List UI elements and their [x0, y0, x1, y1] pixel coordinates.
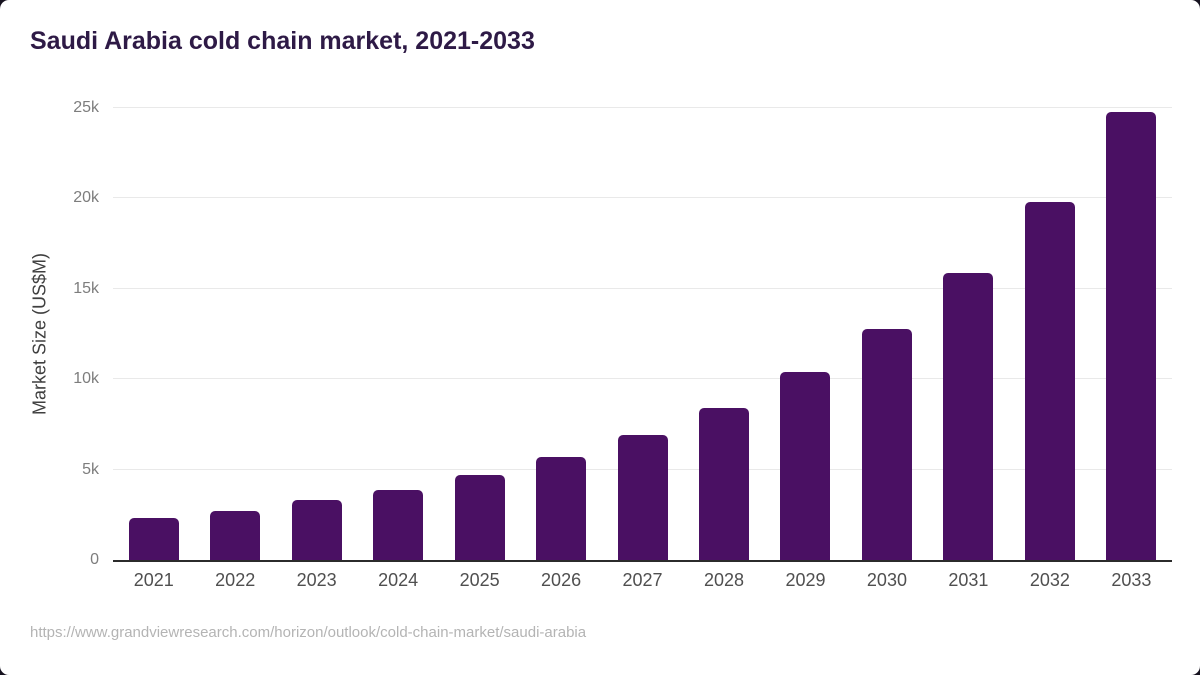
gridline: [113, 107, 1172, 108]
x-tick-label: 2033: [1111, 570, 1152, 590]
y-tick-label: 25k: [73, 99, 99, 116]
x-tick-label: 2029: [785, 570, 826, 590]
y-tick-label: 20k: [73, 189, 99, 207]
page-title: Saudi Arabia cold chain market, 2021-203…: [30, 27, 535, 55]
x-tick-label: 2030: [866, 570, 907, 590]
bar-slot: [602, 108, 683, 560]
bar-slot: [1009, 108, 1090, 560]
bar-2024[interactable]: [373, 489, 424, 560]
y-tick-label: 5k: [82, 460, 99, 478]
bar-slot: [1091, 108, 1172, 560]
y-tick-label: 10k: [73, 370, 99, 388]
x-tick-label: 2031: [948, 570, 989, 590]
x-tick-label: 2032: [1029, 570, 1070, 590]
bar-slot: [194, 108, 275, 560]
bar-2023[interactable]: [291, 500, 342, 560]
bar-2026[interactable]: [536, 456, 587, 560]
bar-2028[interactable]: [699, 408, 750, 560]
bar-2027[interactable]: [617, 435, 668, 560]
x-tick-label: 2028: [703, 570, 745, 590]
x-tick-label: 2021: [133, 570, 174, 590]
bar-slot: [113, 108, 194, 560]
bar-2032[interactable]: [1024, 202, 1075, 560]
bar-slot: [928, 108, 1009, 560]
y-tick-label: 15k: [73, 279, 99, 297]
bar-slot: [276, 108, 357, 560]
gridline: [113, 287, 1172, 289]
bar-2030[interactable]: [861, 328, 912, 560]
chart-plot-area: [113, 107, 1172, 562]
source-url: https://www.grandviewresearch.com/horizo…: [30, 624, 587, 641]
bar-series: [113, 108, 1172, 560]
x-tick-label: 2023: [296, 570, 337, 590]
x-axis-tick-labels: 2021 2022 2023 2024 2025 2026 2027 2028 2029 2030…: [113, 570, 1172, 591]
x-tick-label: 2024: [378, 570, 419, 590]
bar-2021[interactable]: [128, 518, 179, 560]
y-tick-label: 0: [90, 551, 99, 568]
bar-2033[interactable]: [1106, 111, 1157, 560]
y-axis-tick-labels: 0 5k 10k 15k 20k 25k: [40, 99, 99, 568]
gridline: [113, 378, 1172, 380]
bar-slot: [520, 108, 601, 560]
bar-slot: [439, 108, 520, 560]
bar-2029[interactable]: [780, 371, 831, 560]
bar-2022[interactable]: [210, 511, 261, 560]
x-tick-label: 2026: [541, 570, 582, 590]
bar-slot: [357, 108, 438, 560]
bar-slot: [846, 108, 927, 560]
x-axis-line: [113, 560, 1172, 562]
x-tick-label: 2025: [459, 570, 500, 590]
gridline: [113, 197, 1172, 199]
bar-slot: [765, 108, 846, 560]
x-tick-label: 2022: [215, 570, 256, 590]
bar-slot: [683, 108, 764, 560]
x-tick-label: 2027: [622, 570, 663, 590]
bar-2031[interactable]: [943, 272, 994, 560]
bar-2025[interactable]: [454, 475, 505, 560]
